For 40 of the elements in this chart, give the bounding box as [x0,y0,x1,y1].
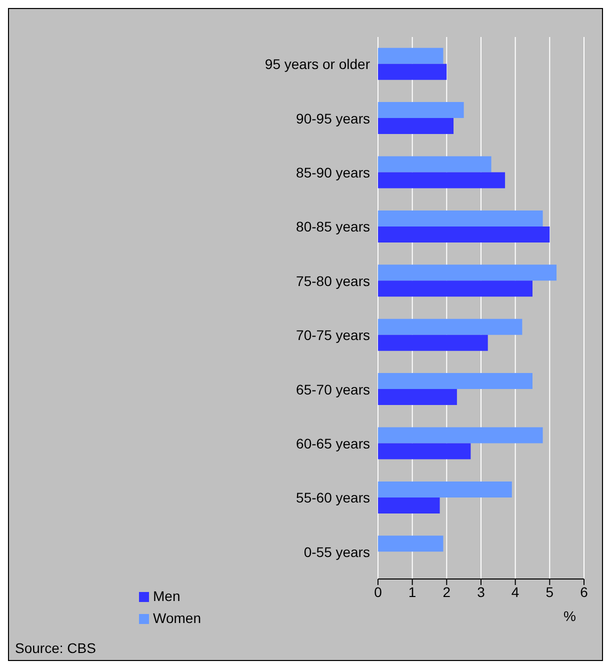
y-tick-label: 55-60 years [296,490,370,506]
legend-label: Men [153,588,180,604]
y-tick-label: 0-55 years [304,544,370,560]
bar [378,226,550,242]
x-tick-label: 2 [442,584,451,600]
x-tick-label: 0 [374,584,382,600]
bar [378,443,471,460]
bar [378,172,506,188]
x-axis-title: % [564,608,576,624]
y-tick-label: 80-85 years [296,218,370,235]
bar [378,334,488,351]
y-tick-label: 95 years or older [264,56,370,72]
y-tick-label: 85-90 years [296,164,370,180]
bar [378,280,532,297]
y-tick-label: 65-70 years [296,381,370,398]
bar [378,536,444,552]
x-tick-label: 1 [408,584,416,600]
bar [378,373,532,390]
source-note: Source: CBS [15,640,96,656]
bar [378,118,454,134]
bar [378,497,440,514]
x-tick-label: 6 [580,584,588,600]
y-tick-label: 60-65 years [296,435,370,452]
bar [378,481,512,498]
bar [378,64,447,80]
bar [378,264,557,281]
bar [378,102,464,118]
bar [378,389,457,406]
y-tick-label: 75-80 years [296,272,370,289]
y-tick-label: 90-95 years [296,110,370,126]
y-tick-label: 70-75 years [296,327,370,344]
bar [378,210,543,226]
x-tick-label: 5 [546,584,554,600]
legend-label: Women [153,610,201,626]
x-tick-label: 4 [511,584,520,600]
bar [378,318,522,335]
bar [378,48,444,64]
x-tick-label: 3 [477,584,486,600]
bar [378,427,543,444]
bar [378,156,492,172]
